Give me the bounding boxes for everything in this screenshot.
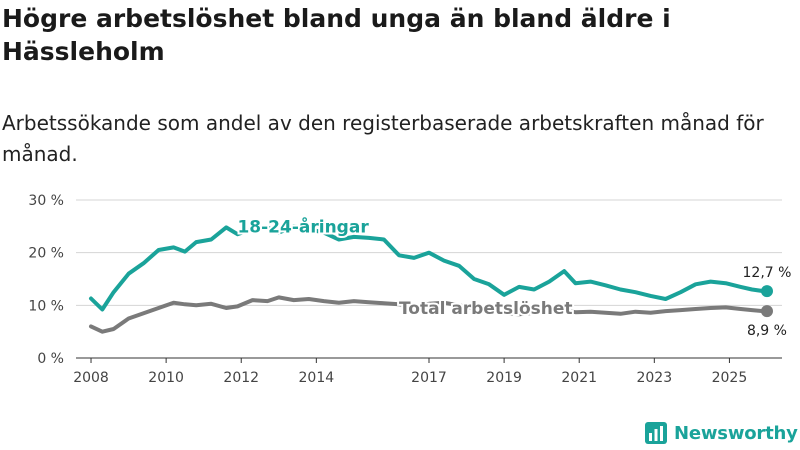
x-tick-label: 2014 [299, 370, 335, 386]
y-axis: 0 % 10 % 20 % 30 % [28, 193, 64, 367]
chart-subtitle: Arbetssökande som andel av den registerb… [2, 111, 764, 166]
youth-series-line [89, 224, 769, 312]
youth-series-name-label: 18-24-åringar [237, 215, 369, 237]
y-tick-label: 30 % [28, 193, 64, 209]
x-tick-label: 2021 [561, 370, 597, 386]
x-tick-label: 2017 [411, 370, 447, 386]
total-series-end-marker [760, 305, 773, 318]
line-chart: 0 % 10 % 20 % 30 % 2008 2010 2012 2014 2017 2019… [28, 193, 792, 386]
y-tick-label: 20 % [28, 246, 64, 262]
total-series-end-label: 8,9 % [747, 323, 787, 339]
newsworthy-logo: Newsworthy [644, 420, 798, 446]
x-tick-label: 2023 [636, 370, 672, 386]
series-labels: 12,7 % 18-24-åringar 8,9 % Total arbetslösh… [235, 213, 792, 339]
total-series-name-label: Total arbetslöshet [399, 299, 573, 319]
y-tick-label: 10 % [28, 298, 64, 314]
series-lines [89, 224, 773, 334]
x-tick-label: 2008 [73, 370, 109, 386]
x-axis: 2008 2010 2012 2014 2017 2019 2021 2023 2025 [73, 357, 782, 386]
chart-title: Högre arbetslöshet bland unga än bland ä… [2, 4, 671, 66]
newsworthy-logo-icon [645, 422, 667, 444]
total-series-line [89, 295, 769, 334]
x-tick-label: 2012 [223, 370, 259, 386]
youth-series-end-label: 12,7 % [743, 265, 792, 281]
y-tick-label: 0 % [37, 351, 64, 367]
newsworthy-logo-text: Newsworthy [674, 422, 798, 444]
youth-series-end-marker [760, 285, 773, 298]
x-tick-label: 2010 [148, 370, 184, 386]
x-tick-label: 2025 [712, 370, 748, 386]
x-tick-label: 2019 [486, 370, 522, 386]
